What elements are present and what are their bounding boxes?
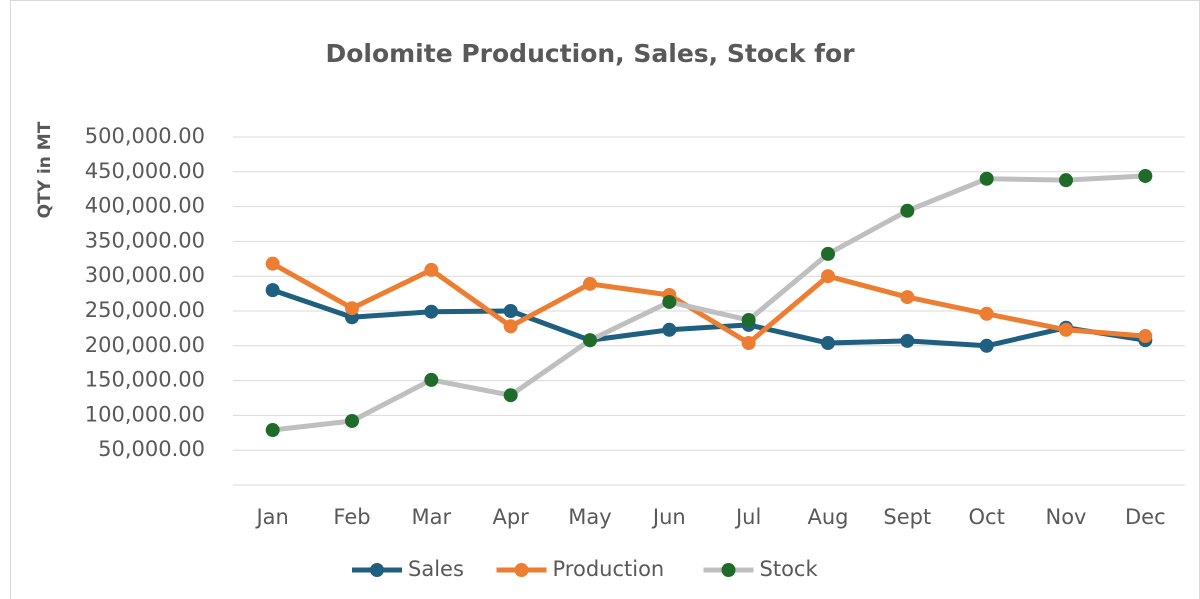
y-tick-label: 150,000.00 bbox=[85, 368, 205, 392]
data-point bbox=[424, 262, 439, 277]
x-tick-label: Feb bbox=[333, 505, 370, 529]
data-point bbox=[979, 306, 994, 321]
data-point bbox=[662, 294, 677, 309]
legend-marker bbox=[721, 563, 736, 577]
chart-title: Dolomite Production, Sales, Stock for bbox=[325, 39, 855, 68]
data-point bbox=[265, 256, 280, 271]
x-tick-label: Nov bbox=[1046, 505, 1087, 529]
y-tick-label: 300,000.00 bbox=[85, 263, 205, 287]
data-point bbox=[741, 336, 756, 351]
y-tick-label: 100,000.00 bbox=[85, 402, 205, 426]
data-point bbox=[900, 333, 915, 348]
y-tick-label: 200,000.00 bbox=[85, 333, 205, 357]
data-point bbox=[503, 388, 518, 403]
data-point bbox=[345, 301, 359, 316]
data-point bbox=[1138, 168, 1153, 183]
x-tick-label: May bbox=[568, 505, 611, 529]
data-point bbox=[741, 313, 756, 328]
x-tick-label: Sept bbox=[883, 505, 931, 529]
y-tick-label: 500,000.00 bbox=[85, 124, 205, 148]
x-tick-label: Aug bbox=[807, 505, 848, 529]
data-point bbox=[503, 304, 518, 318]
data-point bbox=[979, 338, 994, 353]
data-point bbox=[821, 246, 835, 261]
legend-label: Stock bbox=[760, 557, 819, 581]
y-axis-label: QTY in MT bbox=[35, 121, 55, 218]
y-tick-label: 50,000.00 bbox=[98, 437, 205, 461]
x-tick-label: Jul bbox=[734, 505, 761, 529]
data-point bbox=[583, 276, 597, 291]
data-point bbox=[821, 336, 835, 351]
y-tick-label: 400,000.00 bbox=[85, 194, 205, 218]
data-point bbox=[424, 372, 439, 387]
data-point bbox=[1059, 322, 1073, 337]
data-point bbox=[345, 413, 359, 428]
y-tick-label: 250,000.00 bbox=[85, 298, 205, 322]
legend-marker bbox=[514, 563, 529, 577]
data-point bbox=[424, 304, 439, 319]
legend-marker bbox=[370, 563, 384, 577]
legend-label: Sales bbox=[408, 557, 464, 581]
data-point bbox=[662, 322, 677, 337]
y-tick-label: 350,000.00 bbox=[85, 228, 205, 252]
x-tick-label: Jan bbox=[254, 505, 288, 529]
y-tick-label: 450,000.00 bbox=[85, 159, 205, 183]
data-point bbox=[265, 423, 280, 438]
data-point bbox=[900, 290, 915, 305]
series-line bbox=[272, 173, 1146, 433]
chart-border bbox=[10, 0, 1200, 599]
data-point bbox=[265, 283, 280, 298]
legend-label: Production bbox=[553, 557, 665, 581]
x-tick-label: Apr bbox=[492, 505, 529, 529]
data-point bbox=[503, 319, 518, 334]
x-tick-label: Oct bbox=[969, 505, 1005, 529]
data-point bbox=[821, 269, 835, 284]
x-tick-label: Mar bbox=[412, 505, 452, 529]
data-point bbox=[1059, 173, 1073, 188]
data-point bbox=[979, 171, 994, 186]
x-tick-label: Dec bbox=[1125, 505, 1166, 529]
x-tick-label: Jun bbox=[651, 505, 686, 529]
series-line bbox=[271, 287, 1146, 349]
series-line bbox=[271, 261, 1146, 346]
data-point bbox=[1138, 329, 1153, 344]
data-point bbox=[900, 203, 915, 218]
data-point bbox=[583, 333, 597, 348]
